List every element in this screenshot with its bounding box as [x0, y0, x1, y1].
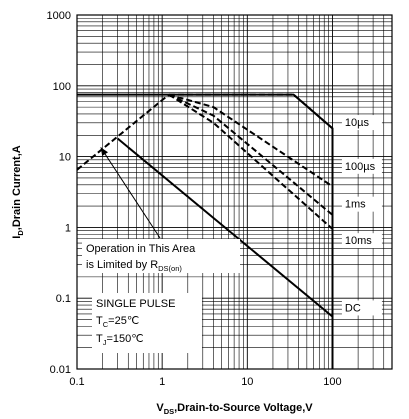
pulse-note-tj: TJ=150℃	[96, 333, 144, 347]
series-line-10ms-dashed	[168, 93, 334, 230]
series-label: 10ms	[345, 235, 372, 247]
series-label-background	[341, 300, 382, 316]
operation-note-line1: Operation in This Area	[86, 243, 196, 255]
y-tick-label: 1000	[47, 10, 71, 22]
series-label-background	[341, 233, 382, 249]
chart-grid	[76, 14, 393, 370]
series-line-100s-dashed	[168, 93, 334, 188]
series-label: 100µs	[345, 161, 376, 173]
series-line-1ms-dashed	[168, 93, 334, 216]
arrow-line	[100, 147, 161, 239]
x-tick-label: 100	[323, 376, 341, 388]
series-label-background	[341, 196, 382, 212]
series-line-10s-dashed	[168, 93, 334, 130]
y-axis-label: ID,Drain Current,A	[11, 145, 25, 238]
y-tick-label: 100	[53, 81, 71, 93]
y-tick-label: 0.01	[50, 364, 71, 376]
series-line-DC-solid	[116, 137, 334, 318]
operation-note-background	[82, 239, 240, 273]
series-label: 10µs	[345, 117, 370, 129]
x-tick-label: 1	[159, 376, 165, 388]
series-lines	[76, 93, 334, 369]
pulse-note-tc: TC=25℃	[96, 315, 139, 329]
operation-note-line2: is Limited by RDS(on)	[86, 259, 182, 273]
arrow-head-icon	[100, 147, 108, 156]
x-axis-label: VDS,Drain-to-Source Voltage,V	[156, 402, 313, 416]
pulse-note-line1: SINGLE PULSE	[96, 298, 175, 310]
y-tick-label: 10	[59, 152, 71, 164]
series-line-10s-solid	[77, 93, 334, 369]
series-label: DC	[345, 302, 361, 314]
x-tick-label: 0.1	[69, 376, 84, 388]
y-tick-label: 1	[65, 222, 71, 234]
pulse-note-background	[92, 293, 202, 353]
series-label-background	[341, 158, 382, 174]
series-label: 1ms	[345, 199, 366, 211]
series-label-background	[341, 115, 382, 131]
plot-frame	[76, 14, 393, 370]
annotations: 10µs 100µs 1ms 10ms DC Operation in This Area…	[82, 115, 382, 353]
x-tick-label: 10	[241, 376, 253, 388]
rds-limit-line	[76, 93, 170, 171]
y-tick-label: 0.1	[56, 293, 71, 305]
